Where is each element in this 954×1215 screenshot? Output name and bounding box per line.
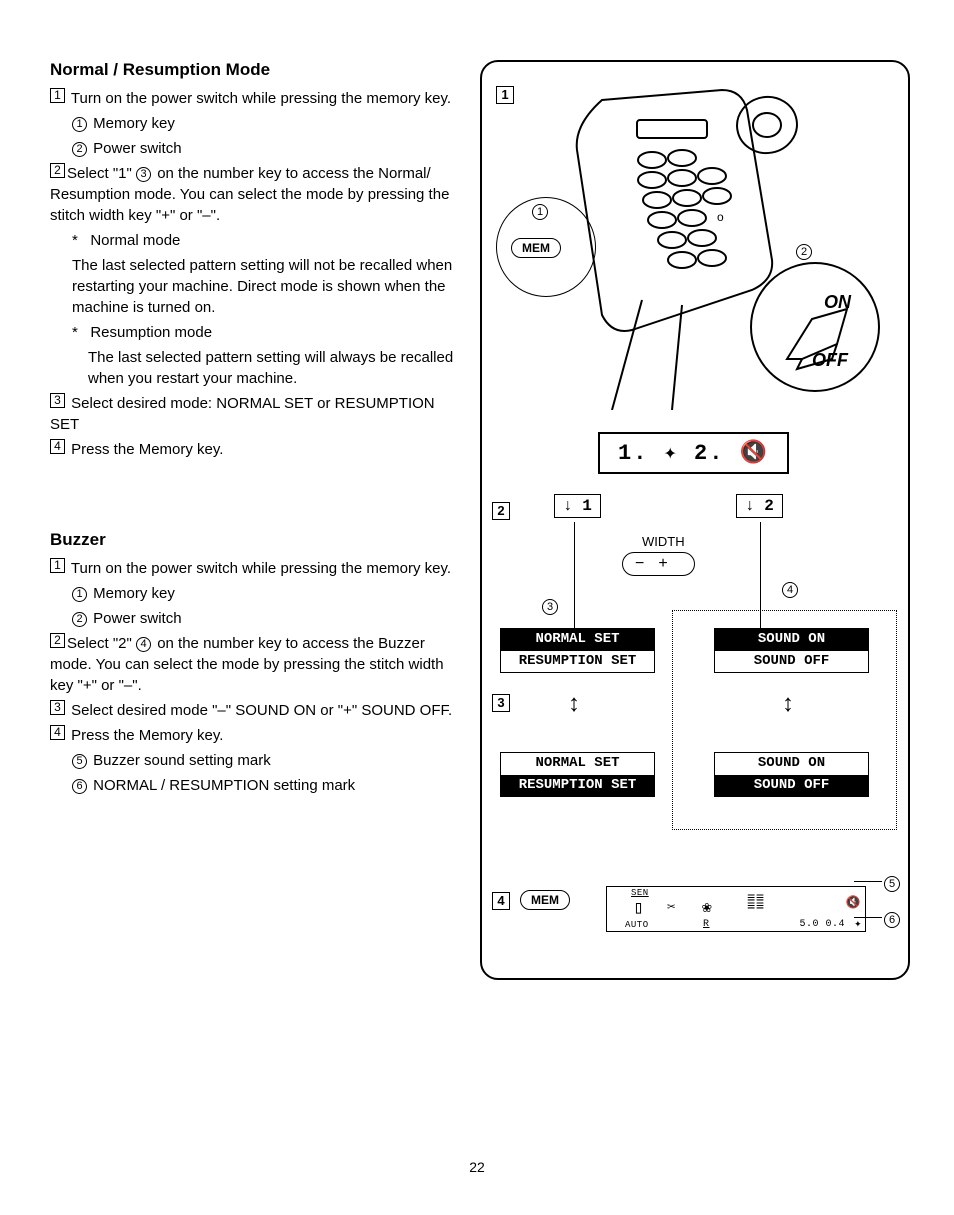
d-circ-2: 2	[796, 244, 812, 260]
sub-text: Memory key	[93, 115, 175, 132]
d-circ-6: 6	[884, 912, 900, 928]
b-step-1: 1 Turn on the power switch while pressin…	[50, 558, 460, 579]
lcd-select-1: ↓ 1	[554, 494, 601, 518]
lcd-main-display: 1. ✦ 2. 🔇	[598, 432, 789, 474]
d-step-4: 4	[492, 892, 510, 910]
text-column: Normal / Resumption Mode 1 Turn on the p…	[50, 60, 460, 980]
d-step-2: 2	[492, 502, 510, 520]
step-text-a: Select "2"	[67, 635, 136, 652]
step-num-box: 1	[50, 558, 65, 573]
resumption-mode-desc: The last selected pattern setting will a…	[88, 347, 460, 389]
width-pill: −+	[622, 552, 695, 576]
b-sub-power-switch: 2 Power switch	[72, 608, 460, 629]
circ-num: 5	[72, 754, 87, 769]
circ-num: 4	[136, 637, 151, 652]
step-text: Press the Memory key.	[71, 441, 223, 458]
d-circ-3: 3	[542, 599, 558, 615]
step-num-box: 3	[50, 393, 65, 408]
off-label: OFF	[812, 350, 848, 371]
arrow-updown-right: ↕	[782, 690, 794, 718]
step-num-box: 3	[50, 700, 65, 715]
lcd-select-2: ↓ 2	[736, 494, 783, 518]
stitch-icon: ▯	[633, 897, 644, 919]
lcd-final-display: SEN ▯ AUTO ✂ R ❀ ≡≡≡≡ 5.0 0.4 🔇 ✦	[606, 886, 866, 932]
mode-box-normal-a: NORMAL SET RESUMPTION SET	[500, 628, 655, 673]
step-num-box: 2	[50, 163, 65, 178]
speaker-icon: 🔇	[846, 895, 861, 910]
o-mark: o	[717, 210, 724, 224]
step-text: Turn on the power switch while pressing …	[71, 90, 451, 107]
mem-key-label: MEM	[511, 238, 561, 258]
step-text: Turn on the power switch while pressing …	[71, 560, 451, 577]
b-step-2: 2Select "2" 4 on the number key to acces…	[50, 633, 460, 696]
d-step-3: 3	[492, 694, 510, 712]
resumption-mode-title: * Resumption mode	[72, 322, 460, 343]
sub-text: Power switch	[93, 140, 181, 157]
section-title-buzzer: Buzzer	[50, 530, 460, 550]
sub-text: Memory key	[93, 585, 175, 602]
sub-text: Buzzer sound setting mark	[93, 752, 271, 769]
step-text: Press the Memory key.	[71, 727, 223, 744]
power-switch-zoom: ON OFF	[750, 262, 880, 392]
step-2: 2Select "1" 3 on the number key to acces…	[50, 163, 460, 226]
mem-key-final: MEM	[520, 890, 570, 910]
sub-text: NORMAL / RESUMPTION setting mark	[93, 777, 355, 794]
d-step-1: 1	[496, 86, 514, 104]
circ-num: 2	[72, 142, 87, 157]
width-label: WIDTH	[642, 534, 685, 549]
step-3: 3 Select desired mode: NORMAL SET or RES…	[50, 393, 460, 435]
normal-mode-title: * Normal mode	[72, 230, 460, 251]
mode-box-normal-b: NORMAL SET RESUMPTION SET	[500, 752, 655, 797]
pattern-icon: ❀	[702, 897, 712, 917]
page-number: 22	[469, 1159, 485, 1175]
step-1: 1 Turn on the power switch while pressin…	[50, 88, 460, 109]
step-text-a: Select "1"	[67, 165, 136, 182]
sub-memory-key: 1 Memory key	[72, 113, 460, 134]
step-text: Select desired mode: NORMAL SET or RESUM…	[50, 395, 435, 433]
scissors-icon: ✂	[667, 899, 676, 916]
on-label: ON	[824, 292, 851, 313]
mode-box-sound-b: SOUND ON SOUND OFF	[714, 752, 869, 797]
sub-power-switch: 2 Power switch	[72, 138, 460, 159]
step-text: Select desired mode "–" SOUND ON or "+" …	[71, 702, 452, 719]
bars-icon: ≡≡≡≡	[747, 895, 765, 911]
circ-num: 6	[72, 779, 87, 794]
circ-num: 1	[72, 587, 87, 602]
b-sub-normal-mark: 6 NORMAL / RESUMPTION setting mark	[72, 775, 460, 796]
circ-num: 3	[136, 167, 151, 182]
diagram-panel-wrap: 1	[480, 60, 910, 980]
d-circ-4: 4	[782, 582, 798, 598]
circ-num: 2	[72, 612, 87, 627]
step-num-box: 1	[50, 88, 65, 103]
step-num-box: 4	[50, 439, 65, 454]
b-step-3: 3 Select desired mode "–" SOUND ON or "+…	[50, 700, 460, 721]
b-sub-buzzer-mark: 5 Buzzer sound setting mark	[72, 750, 460, 771]
normal-mode-desc: The last selected pattern setting will n…	[72, 255, 460, 318]
diagram-panel: 1	[480, 60, 910, 980]
section-title-normal: Normal / Resumption Mode	[50, 60, 460, 80]
circ-num: 1	[72, 117, 87, 132]
step-num-box: 4	[50, 725, 65, 740]
step-num-box: 2	[50, 633, 65, 648]
b-sub-memory-key: 1 Memory key	[72, 583, 460, 604]
b-step-4: 4 Press the Memory key.	[50, 725, 460, 746]
step-4: 4 Press the Memory key.	[50, 439, 460, 460]
d-circ-5: 5	[884, 876, 900, 892]
sub-text: Power switch	[93, 610, 181, 627]
d-circ-1: 1	[532, 204, 548, 220]
diamond-icon: ✦	[854, 916, 862, 931]
arrow-updown-left: ↕	[568, 690, 580, 718]
mode-box-sound-a: SOUND ON SOUND OFF	[714, 628, 869, 673]
